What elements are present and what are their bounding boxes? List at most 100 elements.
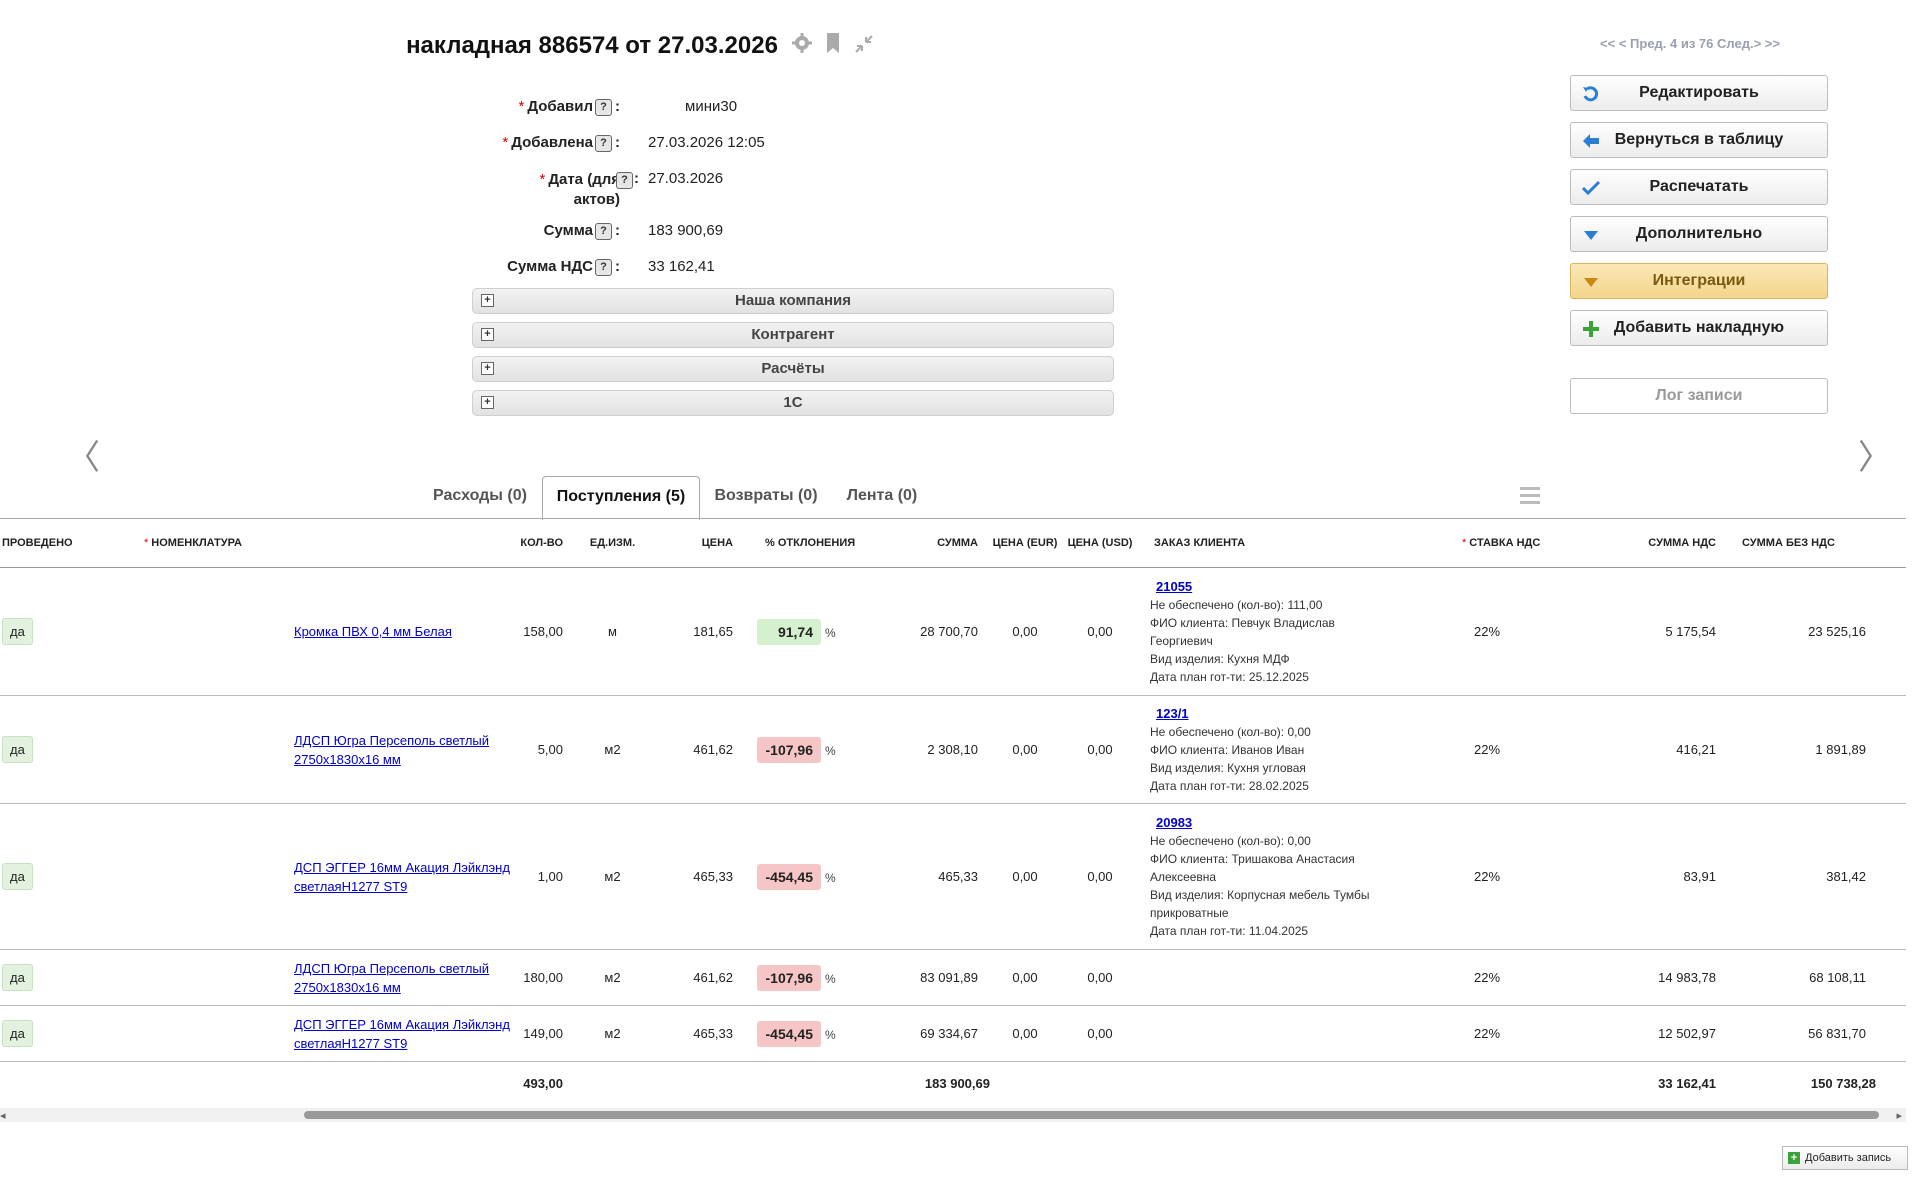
order-line: ФИО клиента: Иванов Иван — [1150, 742, 1305, 757]
table-row[interactable]: да ДСП ЭГГЕР 16мм Акация Лэйклэнд светлая… — [0, 1005, 1906, 1062]
record-pager[interactable]: << < Пред. 4 из 76 След.> >> — [1600, 36, 1780, 51]
percent-sign: % — [825, 1027, 836, 1042]
collapse-icon[interactable] — [854, 33, 874, 61]
percent-sign: % — [825, 743, 836, 758]
back-to-table-button[interactable]: Вернуться в таблицу — [1570, 122, 1828, 158]
more-button[interactable]: Дополнительно — [1570, 216, 1828, 252]
posted-badge[interactable]: да — [2, 618, 33, 645]
section-1c[interactable]: +1С — [472, 390, 1114, 416]
vat-rate-cell: 22% — [1460, 695, 1610, 804]
help-icon[interactable]: ? — [595, 98, 612, 116]
add-record-button[interactable]: + Добавить запись — [1782, 1146, 1908, 1170]
next-record-icon[interactable]: 〉 — [1858, 439, 1892, 477]
nomenclature-link[interactable]: ДСП ЭГГЕР 16мм Акация Лэйклэнд светлаяН1… — [294, 859, 510, 894]
posted-badge[interactable]: да — [2, 863, 33, 890]
col-sum-no-vat[interactable]: СУММА БЕЗ НДС — [1730, 519, 1906, 568]
tab-feed[interactable]: Лента (0) — [846, 487, 918, 504]
deviation-value: -107,96 — [757, 964, 821, 991]
add-invoice-button[interactable]: Добавить накладную — [1570, 310, 1828, 346]
scroll-left-icon[interactable]: ◂ — [0, 1110, 6, 1122]
nomenclature-link[interactable]: Кромка ПВХ 0,4 мм Белая — [294, 624, 452, 639]
col-deviation[interactable]: % ОТКЛОНЕНИЯ — [745, 519, 895, 568]
unit-cell: м2 — [565, 949, 660, 1006]
col-vat-rate[interactable]: * СТАВКА НДС — [1460, 519, 1610, 568]
page-title: накладная 886574 от 27.03.2026 — [0, 32, 1280, 61]
table-row[interactable]: да ЛДСП Югра Персеполь светлый 2750х1830х… — [0, 695, 1906, 804]
receipts-table: ПРОВЕДЕНО * НОМЕНКЛАТУРА КОЛ-ВО ЕД.ИЗМ. Ц… — [0, 519, 1906, 1104]
total-sum: 183 900,69 — [924, 1075, 990, 1091]
nomenclature-link[interactable]: ЛДСП Югра Персеполь светлый 2750х1830х16… — [294, 960, 490, 995]
qty-cell: 158,00 — [515, 567, 565, 696]
percent-sign: % — [825, 625, 836, 640]
help-icon[interactable]: ? — [595, 222, 612, 240]
plus-icon — [1583, 321, 1599, 337]
table-row[interactable]: да ЛДСП Югра Персеполь светлый 2750х1830х… — [0, 949, 1906, 1006]
order-line: ФИО клиента: Певчук Владислав Георгиевич — [1150, 615, 1335, 648]
col-price-usd[interactable]: ЦЕНА (USD) — [1060, 519, 1140, 568]
order-link[interactable]: 21055 — [1156, 578, 1193, 594]
nomenclature-link[interactable]: ЛДСП Югра Персеполь светлый 2750х1830х16… — [294, 732, 490, 767]
nomenclature-link[interactable]: ДСП ЭГГЕР 16мм Акация Лэйклэнд светлаяН1… — [294, 1016, 510, 1051]
tab-expenses[interactable]: Расходы (0) — [433, 487, 527, 504]
deviation-value: 91,74 — [757, 618, 821, 645]
expand-icon[interactable]: + — [481, 362, 494, 375]
scroll-right-icon[interactable]: ▸ — [1896, 1110, 1902, 1122]
col-order[interactable]: ЗАКАЗ КЛИЕНТА — [1140, 519, 1460, 568]
log-button[interactable]: Лог записи — [1570, 378, 1828, 414]
col-posted[interactable]: ПРОВЕДЕНО — [0, 519, 140, 568]
scrollbar-thumb[interactable] — [304, 1111, 1879, 1119]
integrations-button[interactable]: Интеграции — [1570, 263, 1828, 299]
qty-cell: 180,00 — [515, 949, 565, 1006]
posted-badge[interactable]: да — [2, 736, 33, 763]
col-sum[interactable]: СУММА — [895, 519, 990, 568]
expand-icon[interactable]: + — [481, 294, 494, 307]
refresh-icon — [1583, 86, 1599, 102]
col-vat-sum[interactable]: СУММА НДС — [1610, 519, 1730, 568]
col-price-eur[interactable]: ЦЕНА (EUR) — [990, 519, 1060, 568]
table-row[interactable]: да Кромка ПВХ 0,4 мм Белая 158,00 м 181,65 91… — [0, 567, 1906, 696]
eur-cell: 0,00 — [990, 567, 1060, 696]
order-link[interactable]: 20983 — [1156, 814, 1193, 830]
price-cell: 465,33 — [660, 1005, 745, 1062]
help-icon[interactable]: ? — [616, 172, 633, 189]
col-qty[interactable]: КОЛ-ВО — [515, 519, 565, 568]
col-unit[interactable]: ЕД.ИЗМ. — [565, 519, 660, 568]
posted-badge[interactable]: да — [2, 964, 33, 991]
gear-icon[interactable] — [791, 32, 813, 61]
order-cell — [1140, 949, 1460, 1006]
expand-icon[interactable]: + — [481, 328, 494, 341]
prev-record-icon[interactable]: 〈 — [66, 439, 100, 477]
sum-cell: 465,33 — [895, 803, 990, 950]
horizontal-scrollbar[interactable]: ◂ ▸ — [0, 1108, 1906, 1122]
plus-icon: + — [1788, 1152, 1800, 1164]
price-cell: 461,62 — [660, 949, 745, 1006]
bookmark-icon[interactable] — [825, 32, 841, 61]
vat-sum-cell: 416,21 — [1610, 695, 1730, 804]
section-our-company[interactable]: + Наша компания — [472, 288, 1114, 314]
section-counterparty[interactable]: + Контрагент — [472, 322, 1114, 348]
print-button[interactable]: Распечатать — [1570, 169, 1828, 205]
total-sum-no-vat: 150 738,28 — [1810, 1075, 1876, 1091]
help-icon[interactable]: ? — [595, 134, 612, 152]
tab-receipts[interactable]: Поступления (5) — [542, 476, 700, 520]
col-price[interactable]: ЦЕНА — [660, 519, 745, 568]
tab-returns[interactable]: Возвраты (0) — [714, 487, 818, 504]
vat-rate-cell: 22% — [1460, 1005, 1610, 1062]
section-payments[interactable]: + Расчёты — [472, 356, 1114, 382]
edit-button[interactable]: Редактировать — [1570, 75, 1828, 111]
help-icon[interactable]: ? — [595, 258, 612, 276]
sum-cell: 28 700,70 — [895, 567, 990, 696]
order-line: Дата план гот-ти: 28.02.2025 — [1150, 778, 1309, 793]
order-link[interactable]: 123/1 — [1156, 705, 1189, 721]
table-row[interactable]: да ДСП ЭГГЕР 16мм Акация Лэйклэнд светлая… — [0, 803, 1906, 950]
eur-cell: 0,00 — [990, 803, 1060, 950]
vat-sum-value: 33 162,41 — [648, 258, 715, 275]
sum-cell: 83 091,89 — [895, 949, 990, 1006]
col-nomenclature[interactable]: * НОМЕНКЛАТУРА — [140, 519, 515, 568]
sum-cell: 2 308,10 — [895, 695, 990, 804]
expand-icon[interactable]: + — [481, 396, 494, 409]
menu-icon[interactable] — [1520, 487, 1540, 508]
posted-badge[interactable]: да — [2, 1020, 33, 1047]
order-cell: 21055 Не обеспечено (кол-во): 111,00 ФИО к… — [1140, 567, 1460, 696]
order-line: Дата план гот-ти: 25.12.2025 — [1150, 669, 1309, 684]
